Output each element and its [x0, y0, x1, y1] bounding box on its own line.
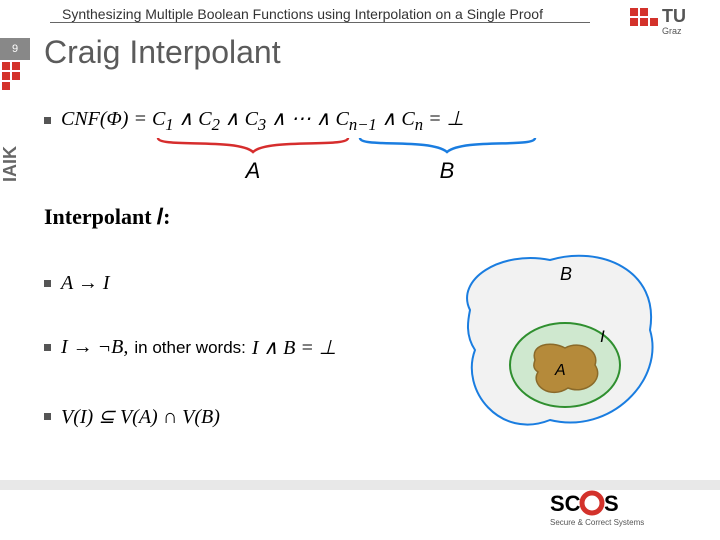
svg-text:Secure & Correct Systems: Secure & Correct Systems: [550, 518, 644, 527]
formula-lhs: CNF(Φ) =: [61, 108, 152, 130]
tu-graz-logo: TU Graz: [630, 4, 700, 45]
bullet-icon: [44, 413, 51, 420]
prop-1-text: A → I: [61, 272, 110, 295]
slide-page: Synthesizing Multiple Boolean Functions …: [0, 0, 720, 540]
braces-svg: A B: [0, 134, 720, 194]
svg-text:SC: SC: [550, 491, 581, 516]
svg-text:S: S: [604, 491, 619, 516]
svg-text:Graz: Graz: [662, 26, 682, 36]
page-number: 9: [0, 38, 30, 60]
header-title: Synthesizing Multiple Boolean Functions …: [62, 6, 543, 22]
venn-i-label: I: [600, 327, 605, 346]
scos-logo-svg: SC S Secure & Correct Systems: [550, 489, 700, 529]
header-underline: [50, 22, 590, 23]
bullet-icon: [44, 344, 51, 351]
bullet-icon: [44, 280, 51, 287]
prop-1: A → I: [44, 272, 110, 295]
venn-svg: B I A: [450, 240, 670, 440]
prop-2: I → ¬B, in other words: I ∧ B = ⊥: [44, 335, 336, 360]
interpolant-heading: Interpolant 𝐼:: [44, 204, 171, 230]
bullet-icon: [44, 117, 51, 124]
prop-3-text: V(I) ⊆ V(A) ∩ V(B): [61, 404, 220, 429]
prop-2b-text: I ∧ B = ⊥: [252, 335, 336, 360]
brace-b: B: [360, 138, 535, 183]
tu-graz-logo-svg: TU Graz: [630, 4, 700, 40]
slide-title: Craig Interpolant: [44, 34, 281, 71]
scos-logo: SC S Secure & Correct Systems: [550, 489, 700, 534]
venn-a-region: [534, 344, 598, 392]
brace-a: A: [158, 138, 348, 183]
svg-text:B: B: [440, 158, 455, 183]
prop-2a-text: I → ¬B,: [61, 336, 128, 359]
venn-b-label: B: [560, 264, 572, 284]
prop-3: V(I) ⊆ V(A) ∩ V(B): [44, 404, 220, 429]
svg-text:A: A: [244, 158, 261, 183]
venn-diagram: B I A: [450, 240, 670, 440]
prop-2-plain: in other words:: [134, 338, 246, 358]
brace-area: A B: [0, 134, 720, 184]
cnf-formula-row: CNF(Φ) = C1 ∧ C2 ∧ C3 ∧ ⋯ ∧ Cn−1 ∧ Cn = …: [44, 106, 464, 135]
cnf-formula: CNF(Φ) = C1 ∧ C2 ∧ C3 ∧ ⋯ ∧ Cn−1 ∧ Cn = …: [61, 106, 464, 135]
svg-text:TU: TU: [662, 6, 686, 26]
venn-a-label: A: [554, 362, 566, 379]
